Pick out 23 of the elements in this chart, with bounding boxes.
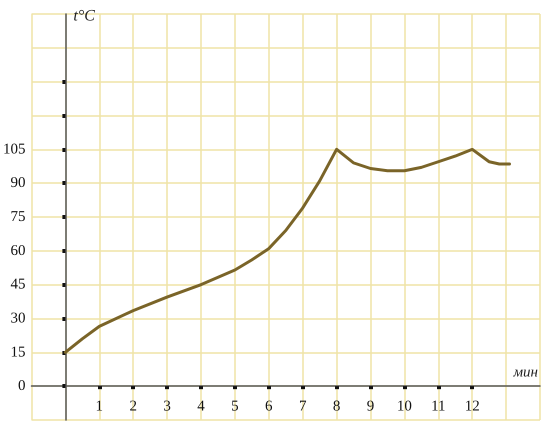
x-tick-label: 5 [231,398,239,414]
y-tick-label: 90 [10,175,26,192]
x-tick-label: 6 [265,398,274,414]
y-tick-label: 30 [10,310,26,326]
line-series [64,148,511,354]
x-tick-label: 12 [464,398,480,414]
y-axis-title: t°C [73,8,96,24]
y-tick-label: 15 [10,344,26,360]
y-tick-label: 60 [10,242,26,259]
x-tick-label: 8 [332,398,340,414]
y-tick-label: 45 [10,276,26,293]
x-axis-title: мин [512,364,538,381]
x-tick-label: 11 [431,398,446,414]
x-tick-label: 3 [163,398,171,414]
y-tick-label: 0 [18,378,26,394]
x-tick-label: 1 [96,398,104,414]
x-tick-label: 2 [129,398,137,414]
x-tick-label: 7 [298,398,307,414]
y-tick-label: 75 [10,209,26,225]
x-tick-label: 4 [197,398,206,414]
x-tick-label: 10 [396,398,412,414]
x-tick-label: 9 [366,398,374,414]
y-tick-label: 105 [3,141,26,158]
